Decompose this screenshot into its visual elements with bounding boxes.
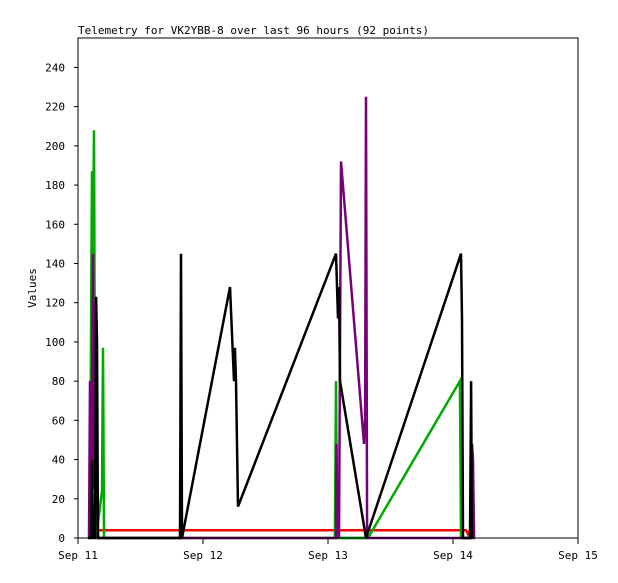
y-tick-label: 0 [58, 532, 65, 545]
y-tick-label: 100 [45, 336, 65, 349]
series-line-3 [87, 96, 476, 540]
y-tick-label: 180 [45, 179, 65, 192]
series-line-4 [88, 253, 474, 540]
y-tick-label: 40 [52, 454, 65, 467]
y-tick-label: 220 [45, 101, 65, 114]
axis-ticks: 0 20 40 60 80 100 120 140 160 180 200 220 240 Sep 11 S… [45, 61, 598, 562]
y-tick-label: 60 [52, 414, 65, 427]
y-tick-label: 240 [45, 61, 65, 74]
y-tick-label: 200 [45, 140, 65, 153]
series-line-2 [88, 130, 476, 540]
x-tick-label: Sep 11 [58, 549, 98, 562]
y-tick-label: 80 [52, 375, 65, 388]
y-tick-label: 160 [45, 218, 65, 231]
x-tick-label: Sep 13 [308, 549, 348, 562]
plot-frame [77, 37, 579, 539]
y-tick-label: 140 [45, 257, 65, 270]
x-tick-label: Sep 12 [183, 549, 223, 562]
y-axis-label: Values [26, 268, 39, 308]
y-tick-label: 120 [45, 297, 65, 310]
series-line-1 [88, 528, 475, 537]
series-layer [87, 96, 476, 540]
x-tick-label: Sep 15 [558, 549, 598, 562]
chart-title: Telemetry for VK2YBB-8 over last 96 hour… [78, 24, 429, 37]
x-tick-label: Sep 14 [433, 549, 473, 562]
y-tick-label: 20 [52, 493, 65, 506]
